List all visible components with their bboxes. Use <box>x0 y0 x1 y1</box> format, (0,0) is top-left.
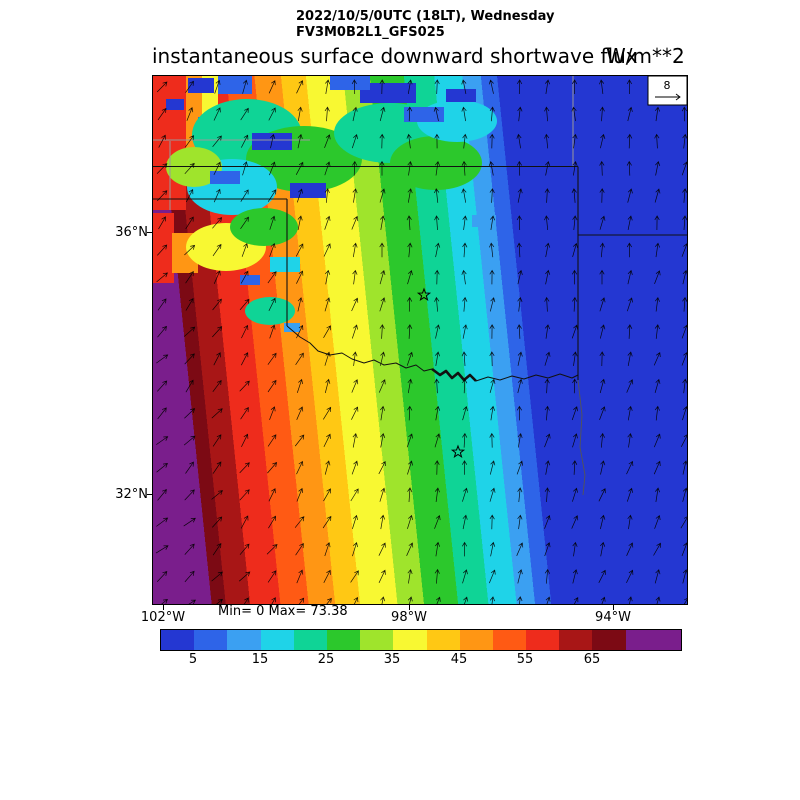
colorbar-segment <box>326 630 361 650</box>
colorbar-segment <box>492 630 527 650</box>
station-star-marker <box>416 287 432 302</box>
state-borders <box>152 75 688 496</box>
map-frame <box>152 75 688 605</box>
map-plot: 8 <box>152 75 688 605</box>
colorbar-segment <box>625 630 681 650</box>
reference-vector-arrow-icon <box>655 93 681 101</box>
lat-axis-tick <box>147 232 152 233</box>
lon-axis-tick <box>613 605 614 610</box>
lat-axis-tick <box>147 494 152 495</box>
colorbar-segment <box>227 630 261 650</box>
colorbar-segment <box>526 630 560 650</box>
lon-axis-tick <box>163 605 164 610</box>
colorbar-segment <box>426 630 460 650</box>
lon-tick-label-102w: 102°W <box>140 610 186 625</box>
header-block: 2022/10/5/0UTC (18LT), Wednesday FV3M0B2… <box>296 9 555 41</box>
red-river-thick-segment <box>431 367 477 382</box>
colorbar-tick-label: 5 <box>188 652 198 667</box>
colorbar-segment <box>393 630 427 650</box>
lat-tick-label-32n: 32°N <box>115 487 148 502</box>
valid-time-label: 2022/10/5/0UTC (18LT), Wednesday <box>296 9 555 24</box>
colorbar-segment <box>161 630 195 650</box>
colorbar-segment <box>360 630 394 650</box>
plot-units-label: W/m**2 <box>606 44 685 68</box>
min-max-label: Min= 0 Max= 73.38 <box>218 604 348 619</box>
colorbar-tick-label: 15 <box>251 652 269 667</box>
colorbar-tick-label: 55 <box>516 652 534 667</box>
colorbar-segment <box>260 630 294 650</box>
lon-tick-label-98w: 98°W <box>391 610 427 625</box>
map-svg: 8 <box>152 75 688 605</box>
reference-vector-label: 8 <box>664 79 671 92</box>
colorbar-segment <box>293 630 327 650</box>
lon-tick-label-94w: 94°W <box>595 610 631 625</box>
model-run-label: FV3M0B2L1_GFS025 <box>296 25 445 40</box>
colorbar-segment <box>194 630 228 650</box>
red-river-border <box>286 325 433 372</box>
wind-vectors <box>155 79 688 605</box>
colorbar-segment <box>559 630 593 650</box>
colorbar-segment <box>592 630 626 650</box>
colorbar <box>160 629 682 651</box>
lon-axis-tick <box>409 605 410 610</box>
plot-title: instantaneous surface downward shortwave… <box>152 44 638 68</box>
colorbar-segment <box>459 630 493 650</box>
colorbar-tick-label: 35 <box>383 652 401 667</box>
colorbar-tick-label: 25 <box>317 652 335 667</box>
colorbar-tick-label: 65 <box>583 652 601 667</box>
station-star-marker <box>450 444 466 459</box>
station-star-markers <box>416 287 466 459</box>
reference-vector-box: 8 <box>647 75 688 106</box>
lat-tick-label-36n: 36°N <box>115 225 148 240</box>
colorbar-tick-label: 45 <box>450 652 468 667</box>
